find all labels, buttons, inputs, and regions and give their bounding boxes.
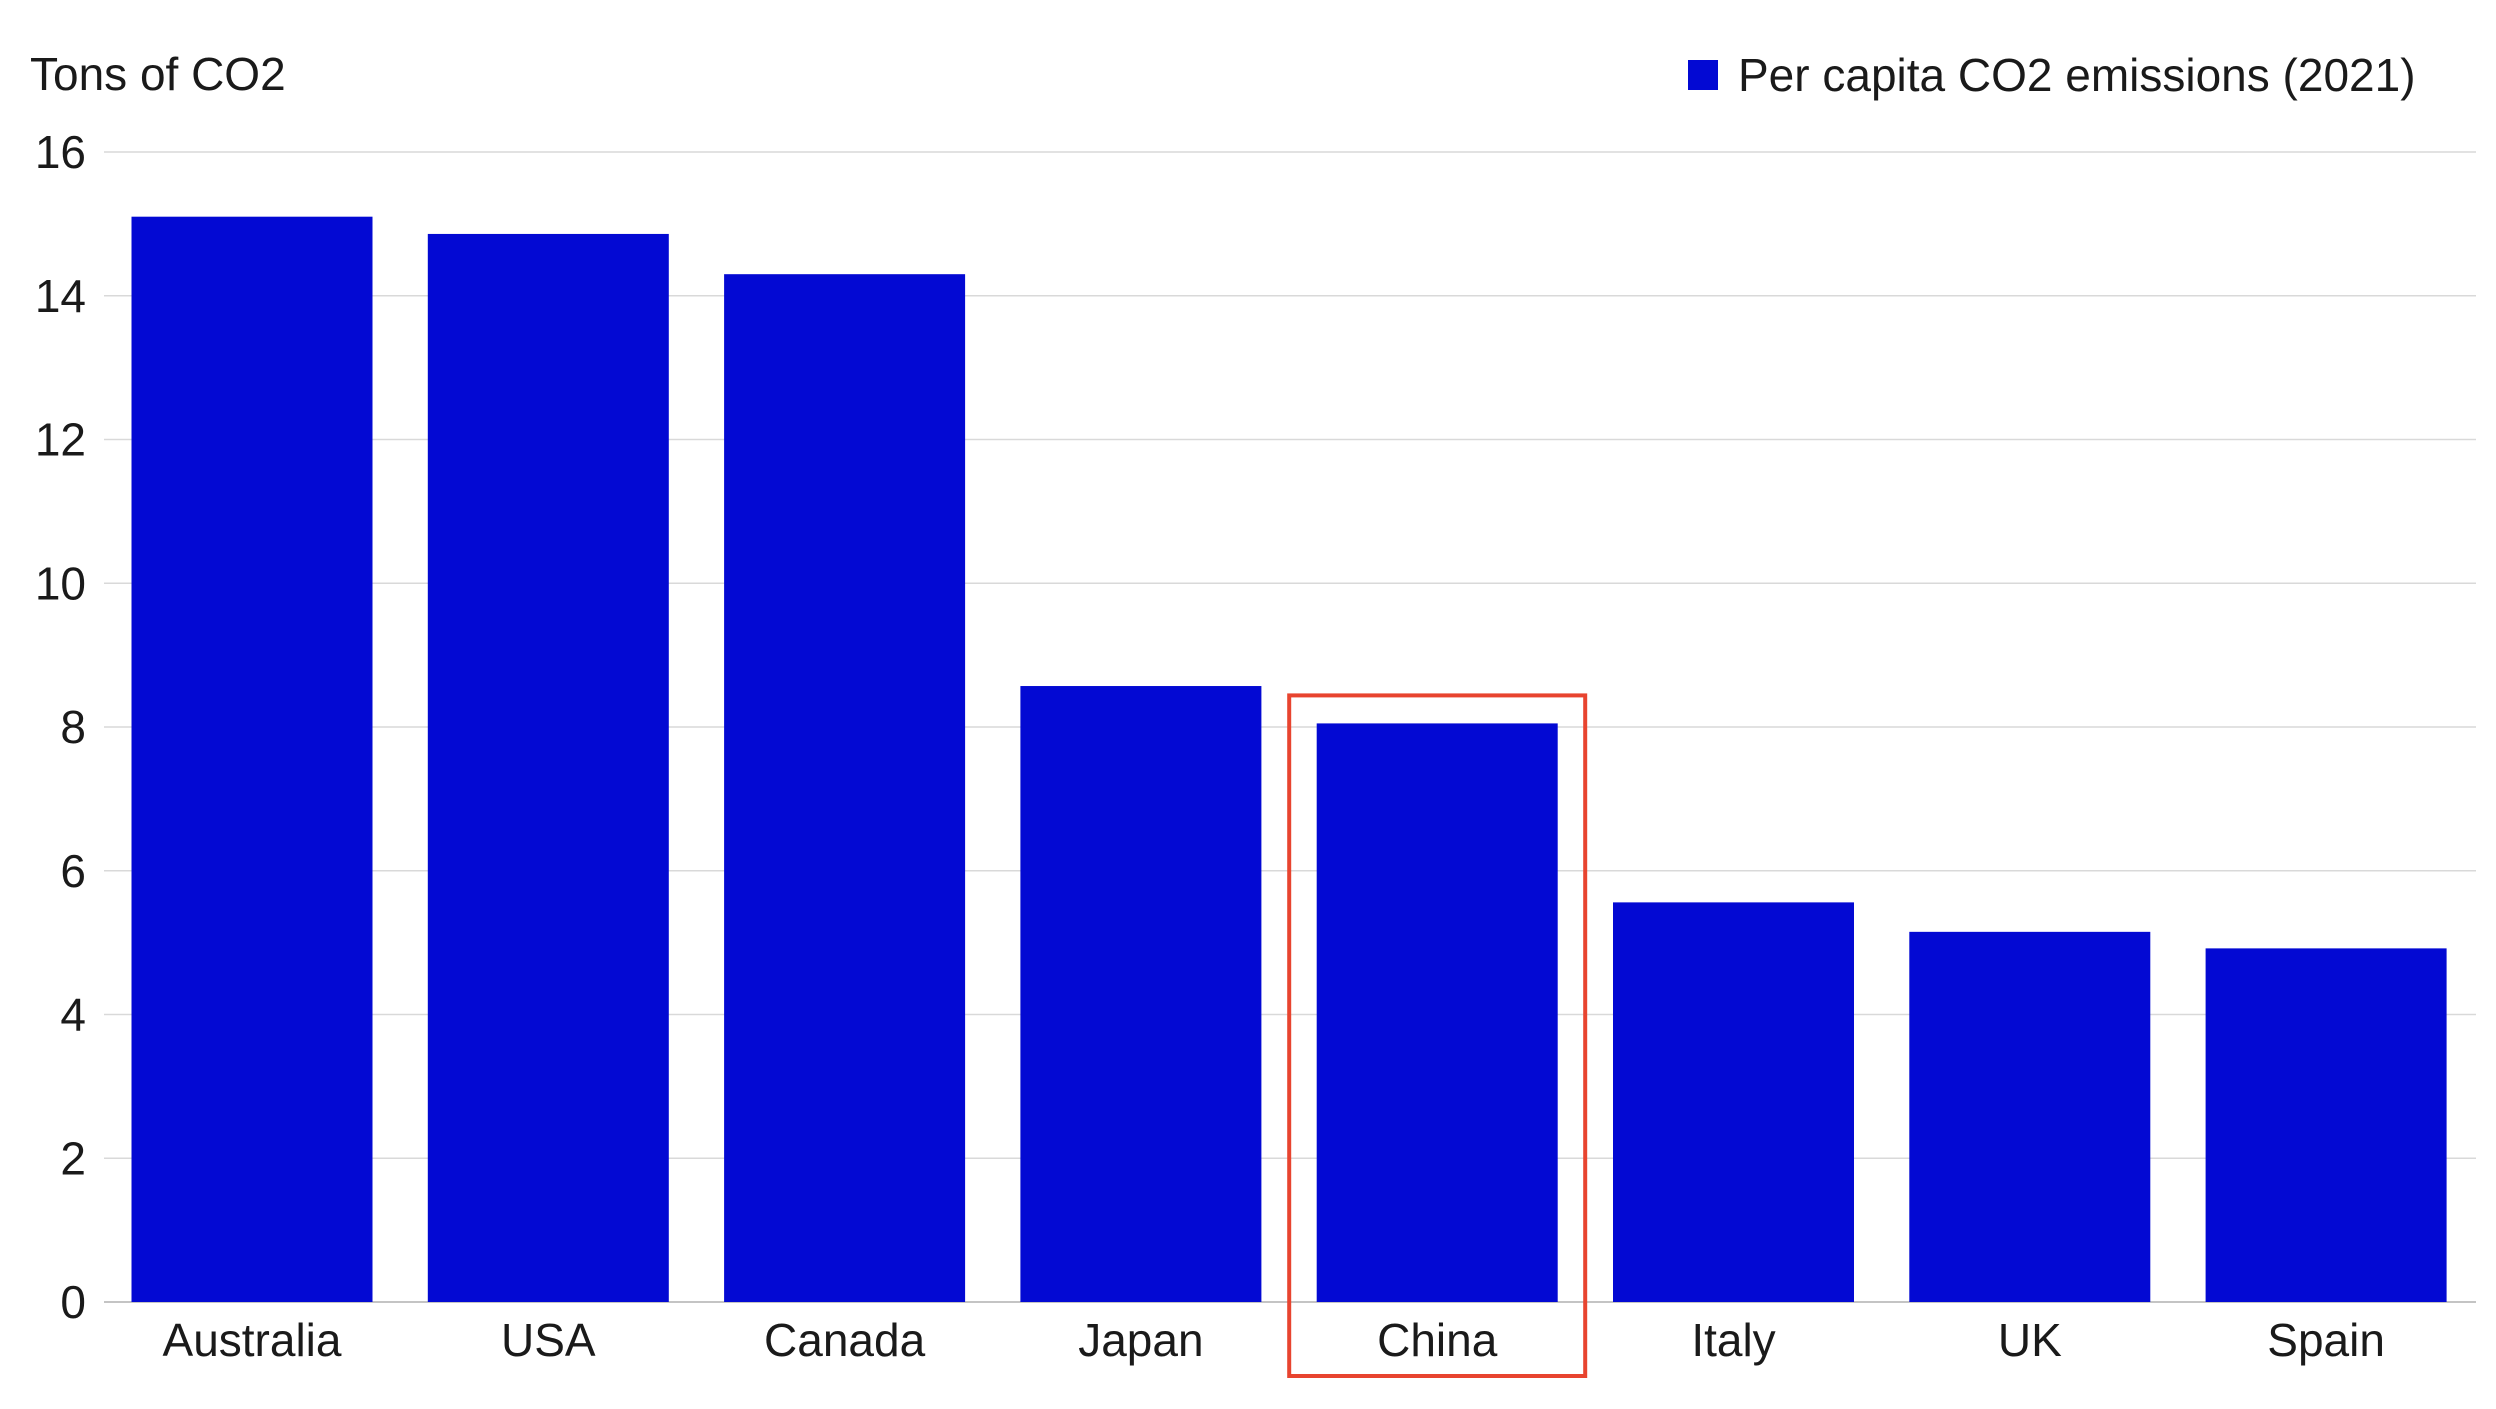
y-tick-label-14: 14	[35, 270, 86, 322]
y-tick-label-16: 16	[35, 126, 86, 178]
highlight-layer	[1287, 693, 1588, 1378]
y-tick-label-2: 2	[60, 1132, 86, 1184]
bar-china	[1316, 723, 1558, 1302]
labels: 0 2 4 6 8 10 12 14 16 Tons of CO2 Australia USA Cana…	[30, 48, 2385, 1366]
y-axis-title: Tons of CO2	[30, 48, 286, 100]
x-tick-label-uk: UK	[1998, 1314, 2062, 1366]
y-tick-label-6: 6	[60, 845, 86, 897]
bar-japan	[1020, 686, 1262, 1302]
y-tick-label-4: 4	[60, 989, 86, 1041]
x-tick-label-canada: Canada	[764, 1314, 926, 1366]
x-tick-label-australia: Australia	[163, 1314, 342, 1366]
y-tick-label-8: 8	[60, 701, 86, 753]
x-tick-label-japan: Japan	[1078, 1314, 1203, 1366]
bar-spain	[2205, 948, 2447, 1302]
bar-uk	[1909, 931, 2151, 1302]
legend-swatch	[1688, 60, 1718, 90]
legend-label: Per capita CO2 emissions (2021)	[1738, 49, 2416, 101]
x-tick-label-usa: USA	[501, 1314, 596, 1366]
highlight-box	[1287, 693, 1588, 1378]
legend: Per capita CO2 emissions (2021)	[1688, 49, 2416, 101]
bar-usa	[427, 233, 669, 1302]
bars	[131, 216, 2447, 1302]
x-tick-label-china: China	[1377, 1314, 1498, 1366]
x-tick-label-italy: Italy	[1691, 1314, 1775, 1366]
x-tick-label-spain: Spain	[2267, 1314, 2385, 1366]
y-tick-label-0: 0	[60, 1276, 86, 1328]
y-tick-label-12: 12	[35, 414, 86, 466]
bar-italy	[1613, 902, 1854, 1302]
bar-canada	[724, 274, 966, 1302]
bar-australia	[131, 216, 373, 1302]
y-tick-label-10: 10	[35, 557, 86, 609]
